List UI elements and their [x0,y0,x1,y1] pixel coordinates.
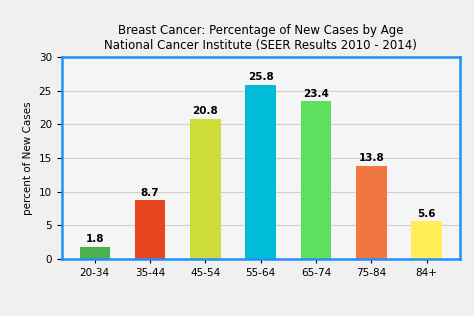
Title: Breast Cancer: Percentage of New Cases by Age
National Cancer Institute (SEER Re: Breast Cancer: Percentage of New Cases b… [104,24,417,52]
Text: 5.6: 5.6 [417,209,436,219]
Bar [411,222,442,259]
Text: 13.8: 13.8 [358,153,384,163]
Bar [80,247,110,259]
Y-axis label: percent of New Cases: percent of New Cases [23,101,33,215]
Bar [190,119,220,259]
Bar [135,200,165,259]
Bar [301,101,331,259]
Text: 8.7: 8.7 [141,188,159,198]
Text: 20.8: 20.8 [192,106,218,116]
Text: 23.4: 23.4 [303,89,329,99]
Text: 25.8: 25.8 [248,72,273,82]
Text: 1.8: 1.8 [85,234,104,244]
Bar [246,85,276,259]
Bar [356,166,386,259]
